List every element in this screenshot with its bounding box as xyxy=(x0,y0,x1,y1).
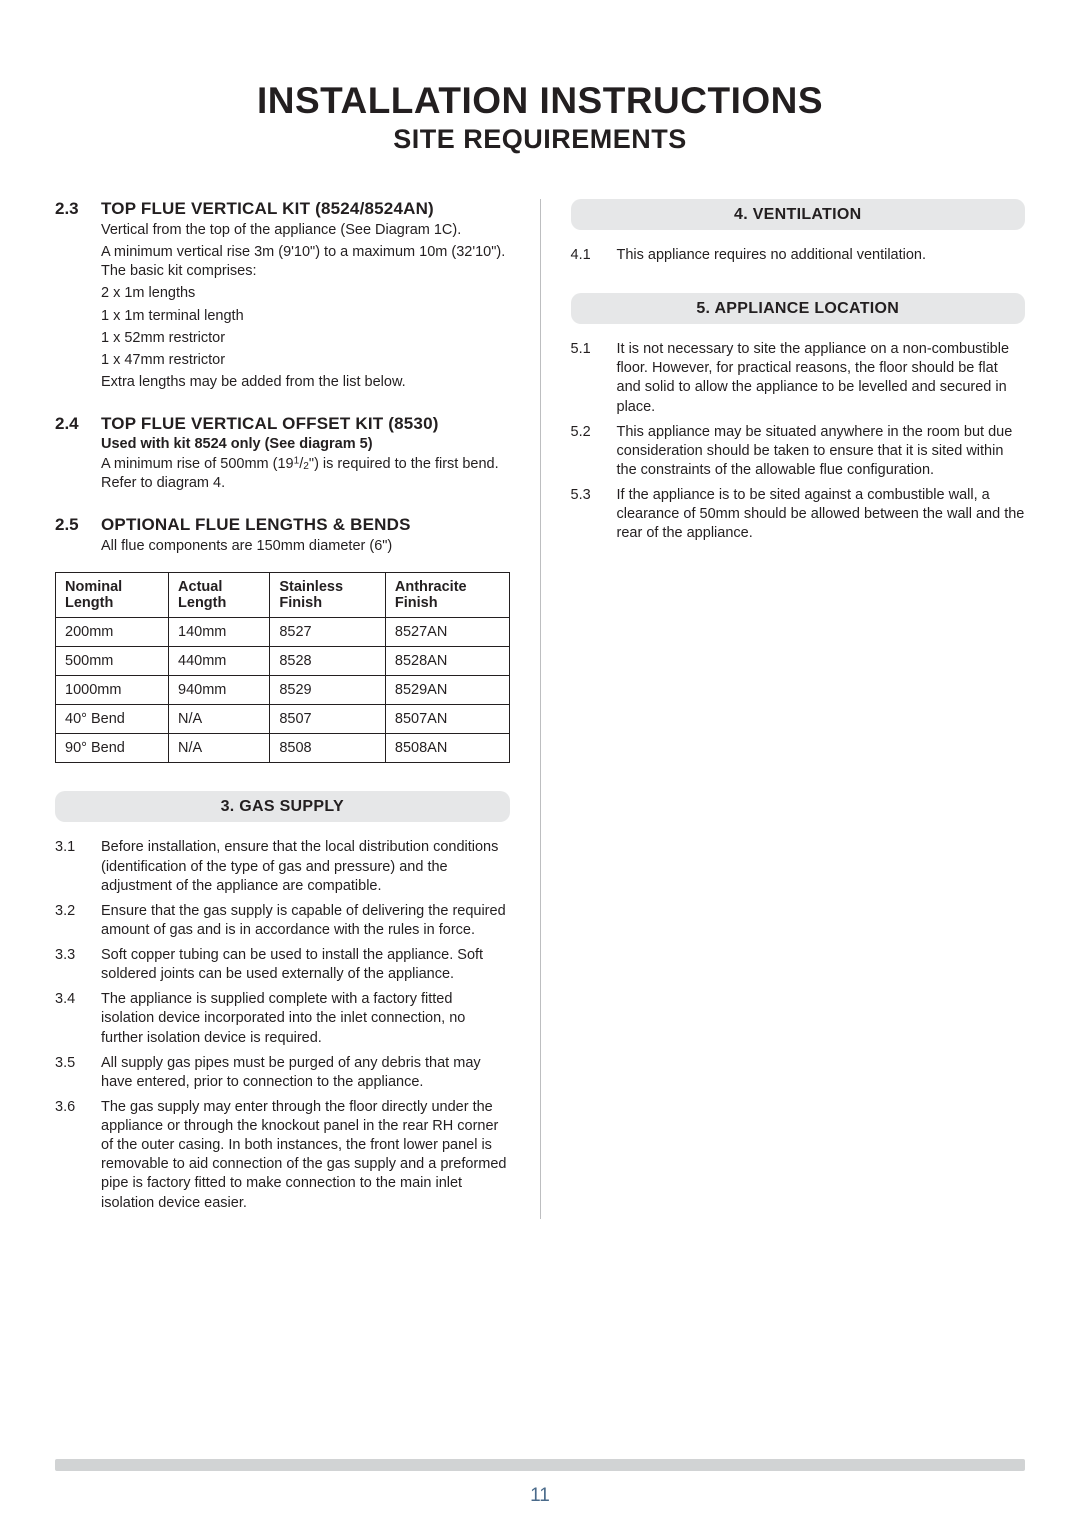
table-row: 500mm440mm85288528AN xyxy=(56,647,510,676)
item-number: 5.2 xyxy=(571,423,617,480)
table-cell: 8507AN xyxy=(385,705,509,734)
paragraph: Vertical from the top of the appliance (… xyxy=(101,221,510,240)
section-heading: TOP FLUE VERTICAL KIT (8524/8524AN) xyxy=(101,199,434,219)
section-heading: OPTIONAL FLUE LENGTHS & BENDS xyxy=(101,515,411,535)
item-text: Ensure that the gas supply is capable of… xyxy=(101,902,510,940)
item-text: Soft copper tubing can be used to instal… xyxy=(101,946,510,984)
column-divider xyxy=(540,199,541,1219)
item-number: 4.1 xyxy=(571,246,617,265)
item-text: If the appliance is to be sited against … xyxy=(617,486,1026,543)
table-header: Stainless Finish xyxy=(270,573,386,618)
table-cell: 8529AN xyxy=(385,676,509,705)
table-cell: 8528 xyxy=(270,647,386,676)
item-number: 3.5 xyxy=(55,1054,101,1092)
item-text: Before installation, ensure that the loc… xyxy=(101,838,510,895)
table-cell: 8527AN xyxy=(385,618,509,647)
table-cell: 1000mm xyxy=(56,676,169,705)
section-2-4: 2.4 TOP FLUE VERTICAL OFFSET KIT (8530) … xyxy=(55,414,510,493)
section-2-3: 2.3 TOP FLUE VERTICAL KIT (8524/8524AN) … xyxy=(55,199,510,392)
section-5-items: 5.1It is not necessary to site the appli… xyxy=(571,340,1026,543)
table-cell: 8527 xyxy=(270,618,386,647)
text: A minimum rise of 500mm (19 xyxy=(101,456,294,472)
item-text: All supply gas pipes must be purged of a… xyxy=(101,1054,510,1092)
item-text: This appliance requires no additional ve… xyxy=(617,246,1026,265)
table-row: 1000mm940mm85298529AN xyxy=(56,676,510,705)
table-header: Anthracite Finish xyxy=(385,573,509,618)
table-cell: N/A xyxy=(169,734,270,763)
flue-lengths-table: Nominal Length Actual Length Stainless F… xyxy=(55,572,510,763)
list-item: 1 x 52mm restrictor xyxy=(101,329,510,348)
numbered-item: 3.1Before installation, ensure that the … xyxy=(55,838,510,895)
paragraph: Extra lengths may be added from the list… xyxy=(101,373,510,392)
section-4-heading-pill: 4. VENTILATION xyxy=(571,199,1026,230)
table-cell: 500mm xyxy=(56,647,169,676)
table-cell: 40° Bend xyxy=(56,705,169,734)
numbered-item: 5.1It is not necessary to site the appli… xyxy=(571,340,1026,417)
table-cell: 440mm xyxy=(169,647,270,676)
table-header-row: Nominal Length Actual Length Stainless F… xyxy=(56,573,510,618)
page-number: 11 xyxy=(0,1485,1080,1507)
numbered-item: 3.6The gas supply may enter through the … xyxy=(55,1098,510,1213)
table-cell: 200mm xyxy=(56,618,169,647)
table-cell: 90° Bend xyxy=(56,734,169,763)
table-header: Nominal Length xyxy=(56,573,169,618)
paragraph: A minimum rise of 500mm (191/2") is requ… xyxy=(101,455,510,493)
paragraph: A minimum vertical rise 3m (9'10") to a … xyxy=(101,243,510,281)
section-2-5: 2.5 OPTIONAL FLUE LENGTHS & BENDS All fl… xyxy=(55,515,510,556)
right-column: 4. VENTILATION 4.1This appliance require… xyxy=(571,199,1026,1219)
table-row: 200mm140mm85278527AN xyxy=(56,618,510,647)
numbered-item: 3.4The appliance is supplied complete wi… xyxy=(55,990,510,1047)
numbered-item: 5.2This appliance may be situated anywhe… xyxy=(571,423,1026,480)
table-cell: 8529 xyxy=(270,676,386,705)
item-number: 3.4 xyxy=(55,990,101,1047)
item-text: This appliance may be situated anywhere … xyxy=(617,423,1026,480)
left-column: 2.3 TOP FLUE VERTICAL KIT (8524/8524AN) … xyxy=(55,199,510,1219)
table-cell: 140mm xyxy=(169,618,270,647)
list-item: 1 x 1m terminal length xyxy=(101,307,510,326)
list-item: 2 x 1m lengths xyxy=(101,284,510,303)
item-text: The appliance is supplied complete with … xyxy=(101,990,510,1047)
numbered-item: 5.3If the appliance is to be sited again… xyxy=(571,486,1026,543)
item-number: 5.1 xyxy=(571,340,617,417)
section-3-items: 3.1Before installation, ensure that the … xyxy=(55,838,510,1212)
table-cell: 940mm xyxy=(169,676,270,705)
footer-bar xyxy=(55,1459,1025,1471)
fraction: 1/2 xyxy=(294,456,309,472)
table-row: 40° BendN/A85078507AN xyxy=(56,705,510,734)
table-cell: 8507 xyxy=(270,705,386,734)
two-column-layout: 2.3 TOP FLUE VERTICAL KIT (8524/8524AN) … xyxy=(55,199,1025,1219)
section-5-heading-pill: 5. APPLIANCE LOCATION xyxy=(571,293,1026,324)
table-cell: 8528AN xyxy=(385,647,509,676)
item-text: The gas supply may enter through the flo… xyxy=(101,1098,510,1213)
numbered-item: 4.1This appliance requires no additional… xyxy=(571,246,1026,265)
table-cell: N/A xyxy=(169,705,270,734)
section-number: 2.3 xyxy=(55,199,101,219)
table-row: 90° BendN/A85088508AN xyxy=(56,734,510,763)
item-number: 3.6 xyxy=(55,1098,101,1213)
table-cell: 8508AN xyxy=(385,734,509,763)
section-heading: TOP FLUE VERTICAL OFFSET KIT (8530) xyxy=(101,414,439,434)
item-number: 3.1 xyxy=(55,838,101,895)
table-header: Actual Length xyxy=(169,573,270,618)
sub-title: SITE REQUIREMENTS xyxy=(55,124,1025,155)
item-text: It is not necessary to site the applianc… xyxy=(617,340,1026,417)
numbered-item: 3.2Ensure that the gas supply is capable… xyxy=(55,902,510,940)
section-number: 2.4 xyxy=(55,414,101,434)
numbered-item: 3.5All supply gas pipes must be purged o… xyxy=(55,1054,510,1092)
numbered-item: 3.3Soft copper tubing can be used to ins… xyxy=(55,946,510,984)
item-number: 3.2 xyxy=(55,902,101,940)
section-subheading: Used with kit 8524 only (See diagram 5) xyxy=(101,436,510,452)
table-cell: 8508 xyxy=(270,734,386,763)
main-title: INSTALLATION INSTRUCTIONS xyxy=(55,80,1025,122)
list-item: 1 x 47mm restrictor xyxy=(101,351,510,370)
section-3-heading-pill: 3. GAS SUPPLY xyxy=(55,791,510,822)
item-number: 5.3 xyxy=(571,486,617,543)
item-number: 3.3 xyxy=(55,946,101,984)
section-4-items: 4.1This appliance requires no additional… xyxy=(571,246,1026,265)
section-number: 2.5 xyxy=(55,515,101,535)
paragraph: All flue components are 150mm diameter (… xyxy=(101,537,510,556)
